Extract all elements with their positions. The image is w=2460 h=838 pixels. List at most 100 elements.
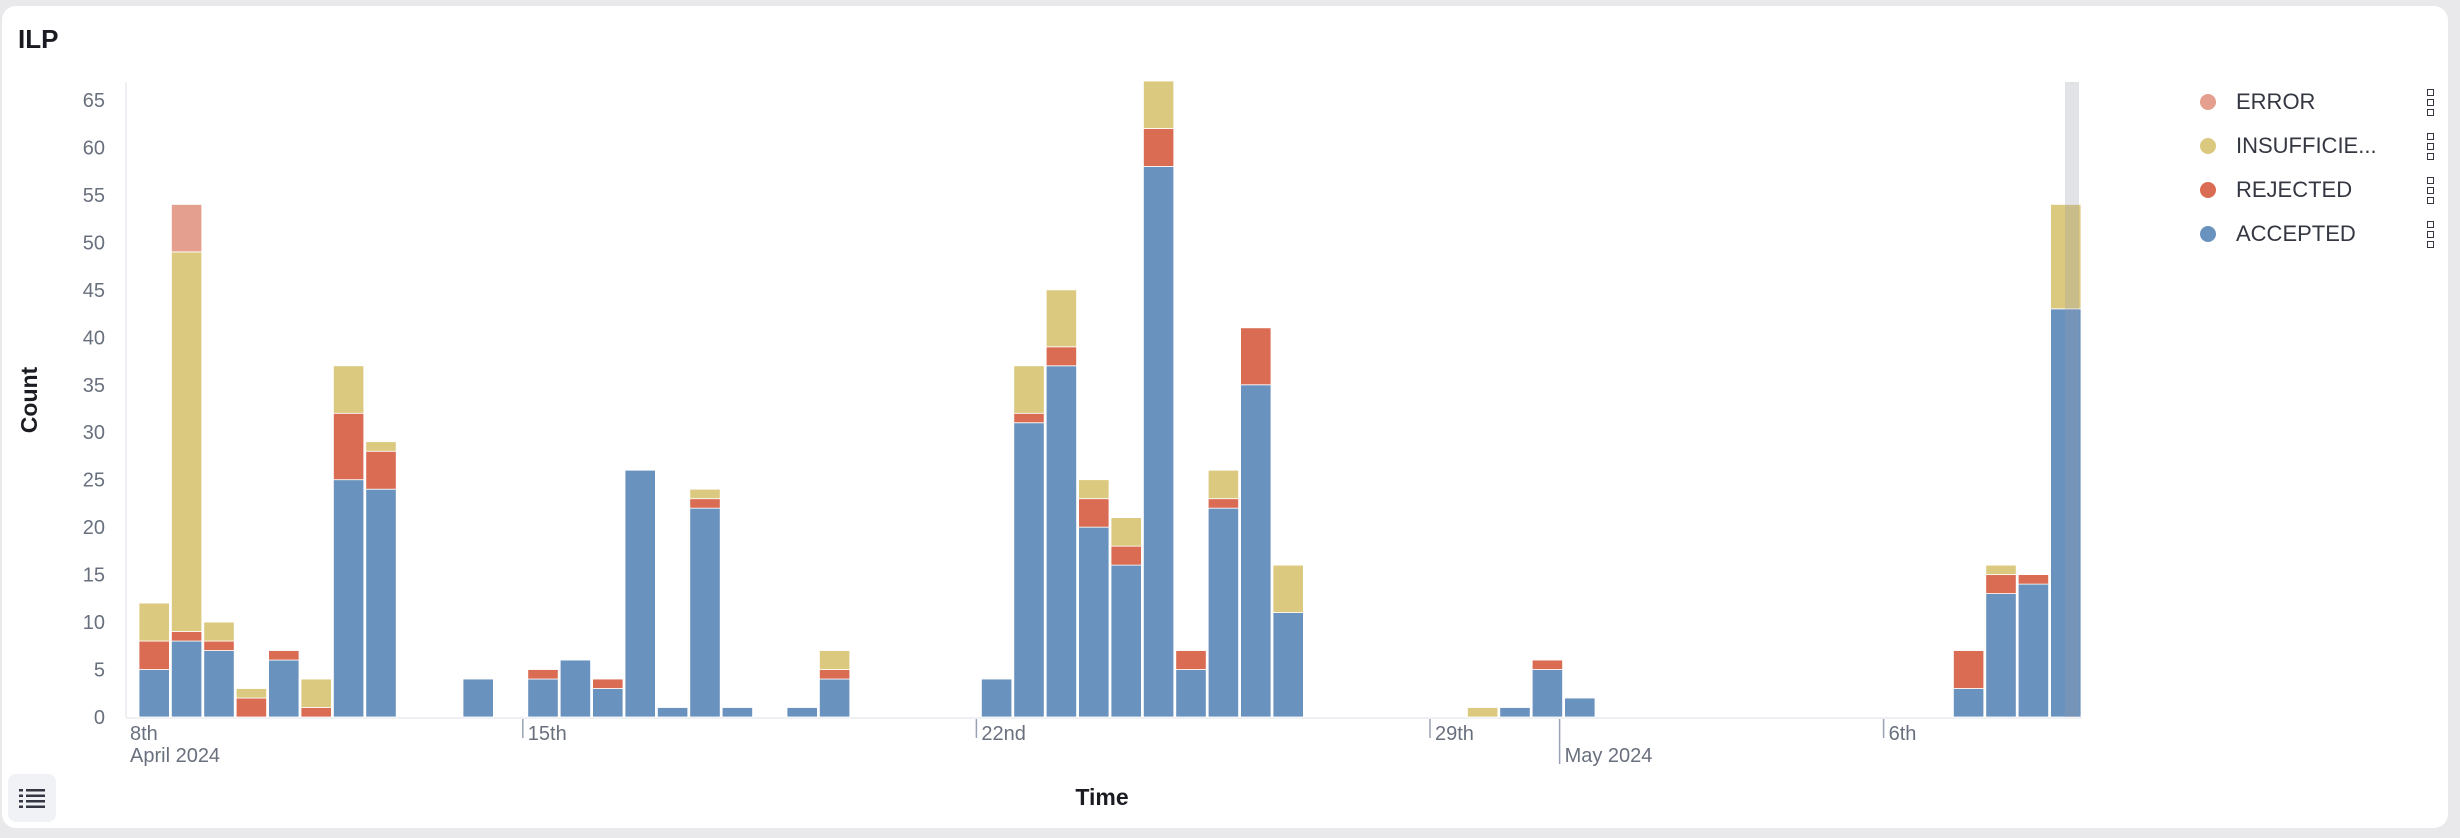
bar-rejected[interactable]: [527, 669, 559, 680]
legend-menu-icon[interactable]: [2427, 176, 2435, 204]
bar-insufficie[interactable]: [1013, 365, 1045, 414]
bar-insufficie[interactable]: [300, 678, 332, 708]
legend-menu-icon[interactable]: [2427, 88, 2435, 116]
bar-accepted[interactable]: [1207, 507, 1239, 718]
bar-accepted[interactable]: [268, 659, 300, 718]
bar-accepted[interactable]: [559, 659, 592, 718]
bar-accepted[interactable]: [786, 707, 818, 718]
legend-color-dot: [2200, 94, 2216, 110]
bar-accepted[interactable]: [2017, 583, 2049, 718]
legend-item-accepted[interactable]: ACCEPTED: [2195, 212, 2445, 256]
x-tick-label: May 2024: [1565, 745, 1653, 767]
bar-accepted[interactable]: [1175, 669, 1207, 718]
bar-accepted[interactable]: [1143, 166, 1175, 718]
bar-accepted[interactable]: [203, 650, 235, 718]
y-tick-label: 10: [83, 612, 105, 634]
bar-rejected[interactable]: [1985, 574, 2017, 594]
y-tick-label: 55: [83, 185, 105, 207]
bar-accepted[interactable]: [170, 640, 203, 718]
bar-accepted[interactable]: [1531, 669, 1563, 718]
bar-accepted[interactable]: [527, 678, 559, 718]
bar-insufficie[interactable]: [689, 488, 721, 500]
y-tick-label: 15: [83, 565, 105, 587]
bar-accepted[interactable]: [332, 479, 365, 718]
legend-color-dot: [2200, 182, 2216, 198]
x-tick-label: 22nd: [981, 723, 1026, 745]
bar-rejected[interactable]: [365, 450, 397, 490]
bar-insufficie[interactable]: [1045, 289, 1077, 348]
bar-rejected[interactable]: [1143, 128, 1175, 167]
bar-accepted[interactable]: [1499, 707, 1531, 718]
bar-accepted[interactable]: [689, 507, 721, 718]
bar-rejected[interactable]: [300, 707, 332, 718]
bar-rejected[interactable]: [268, 650, 300, 661]
bar-accepted[interactable]: [624, 469, 656, 718]
bar-rejected[interactable]: [1207, 498, 1239, 509]
bar-rejected[interactable]: [1953, 650, 1985, 689]
bar-insufficie[interactable]: [1143, 80, 1175, 129]
bar-insufficie[interactable]: [1078, 479, 1110, 500]
legend-item-error[interactable]: ERROR: [2195, 80, 2445, 124]
bar-accepted[interactable]: [819, 678, 851, 718]
y-tick-label: 30: [83, 422, 105, 444]
bar-insufficie[interactable]: [2050, 204, 2082, 310]
bar-rejected[interactable]: [332, 412, 365, 481]
bar-insufficie[interactable]: [1207, 469, 1239, 500]
bar-rejected[interactable]: [235, 697, 267, 718]
bar-insufficie[interactable]: [819, 650, 851, 670]
bar-accepted[interactable]: [365, 488, 397, 718]
bar-accepted[interactable]: [721, 707, 754, 718]
bar-rejected[interactable]: [1531, 659, 1563, 670]
bar-rejected[interactable]: [138, 640, 170, 670]
legend-label: REJECTED: [2236, 177, 2353, 202]
bar-accepted[interactable]: [1045, 365, 1077, 718]
bar-rejected[interactable]: [592, 678, 624, 689]
bar-rejected[interactable]: [1078, 498, 1110, 528]
bar-accepted[interactable]: [1078, 526, 1110, 718]
bar-insufficie[interactable]: [1110, 517, 1142, 547]
bar-insufficie[interactable]: [170, 251, 203, 632]
bar-accepted[interactable]: [1953, 688, 1985, 718]
bar-accepted[interactable]: [981, 678, 1013, 718]
legend-item-insufficie[interactable]: INSUFFICIE...: [2195, 124, 2445, 168]
bar-accepted[interactable]: [1564, 697, 1596, 718]
toggle-legend-button[interactable]: [8, 774, 56, 822]
bar-accepted[interactable]: [1110, 564, 1142, 718]
bar-accepted[interactable]: [138, 669, 170, 718]
bar-rejected[interactable]: [1013, 412, 1045, 424]
bar-accepted[interactable]: [1013, 422, 1045, 718]
y-tick-label: 20: [83, 517, 105, 539]
bar-insufficie[interactable]: [235, 688, 267, 699]
bar-rejected[interactable]: [1110, 545, 1142, 566]
bar-accepted[interactable]: [1240, 384, 1272, 718]
bar-accepted[interactable]: [462, 678, 494, 718]
bar-accepted[interactable]: [592, 688, 624, 718]
legend-item-rejected[interactable]: REJECTED: [2195, 168, 2445, 212]
bar-rejected[interactable]: [819, 669, 851, 680]
legend-menu-icon[interactable]: [2427, 132, 2435, 160]
bar-insufficie[interactable]: [365, 441, 397, 452]
bar-rejected[interactable]: [1045, 346, 1077, 367]
bar-insufficie[interactable]: [332, 365, 365, 414]
bar-accepted[interactable]: [657, 707, 689, 718]
bar-error[interactable]: [170, 204, 203, 253]
bar-insufficie[interactable]: [1272, 564, 1304, 613]
bar-accepted[interactable]: [1985, 593, 2017, 718]
bar-insufficie[interactable]: [1467, 707, 1499, 718]
bar-insufficie[interactable]: [203, 621, 235, 642]
panel-title: ILP: [18, 24, 59, 54]
legend-label: ERROR: [2236, 89, 2316, 114]
legend-color-dot: [2200, 226, 2216, 242]
bar-insufficie[interactable]: [1985, 564, 2017, 576]
bar-rejected[interactable]: [689, 498, 721, 509]
y-tick-label: 5: [94, 660, 105, 682]
bar-accepted[interactable]: [2050, 308, 2082, 718]
bar-insufficie[interactable]: [138, 602, 170, 642]
bar-accepted[interactable]: [1272, 612, 1304, 718]
bar-rejected[interactable]: [170, 631, 203, 642]
bar-rejected[interactable]: [2017, 574, 2049, 585]
legend-menu-icon[interactable]: [2427, 220, 2435, 248]
bar-rejected[interactable]: [1175, 650, 1207, 670]
bar-rejected[interactable]: [203, 640, 235, 651]
bar-rejected[interactable]: [1240, 327, 1272, 386]
